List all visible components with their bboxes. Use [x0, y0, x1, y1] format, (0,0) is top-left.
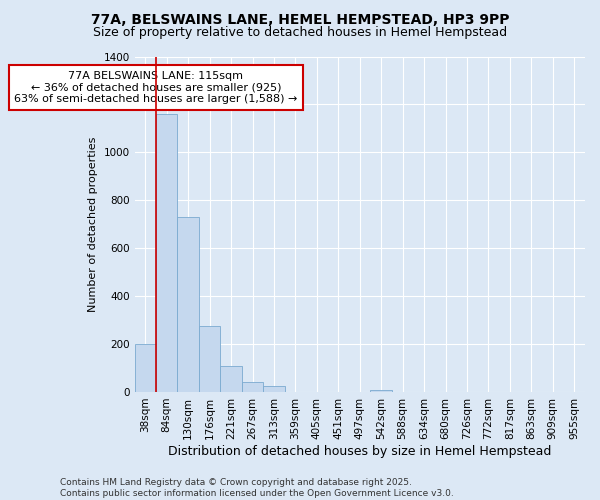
Text: 77A BELSWAINS LANE: 115sqm
← 36% of detached houses are smaller (925)
63% of sem: 77A BELSWAINS LANE: 115sqm ← 36% of deta… — [14, 71, 298, 104]
Bar — [263, 386, 284, 392]
Bar — [220, 366, 242, 392]
Bar — [242, 382, 263, 392]
Y-axis label: Number of detached properties: Number of detached properties — [88, 136, 98, 312]
Bar — [134, 344, 156, 392]
Bar — [178, 217, 199, 392]
Bar — [156, 114, 178, 392]
Bar — [199, 326, 220, 392]
Text: Contains HM Land Registry data © Crown copyright and database right 2025.
Contai: Contains HM Land Registry data © Crown c… — [60, 478, 454, 498]
Text: 77A, BELSWAINS LANE, HEMEL HEMPSTEAD, HP3 9PP: 77A, BELSWAINS LANE, HEMEL HEMPSTEAD, HP… — [91, 12, 509, 26]
Bar — [370, 390, 392, 392]
Text: Size of property relative to detached houses in Hemel Hempstead: Size of property relative to detached ho… — [93, 26, 507, 39]
X-axis label: Distribution of detached houses by size in Hemel Hempstead: Distribution of detached houses by size … — [168, 444, 551, 458]
